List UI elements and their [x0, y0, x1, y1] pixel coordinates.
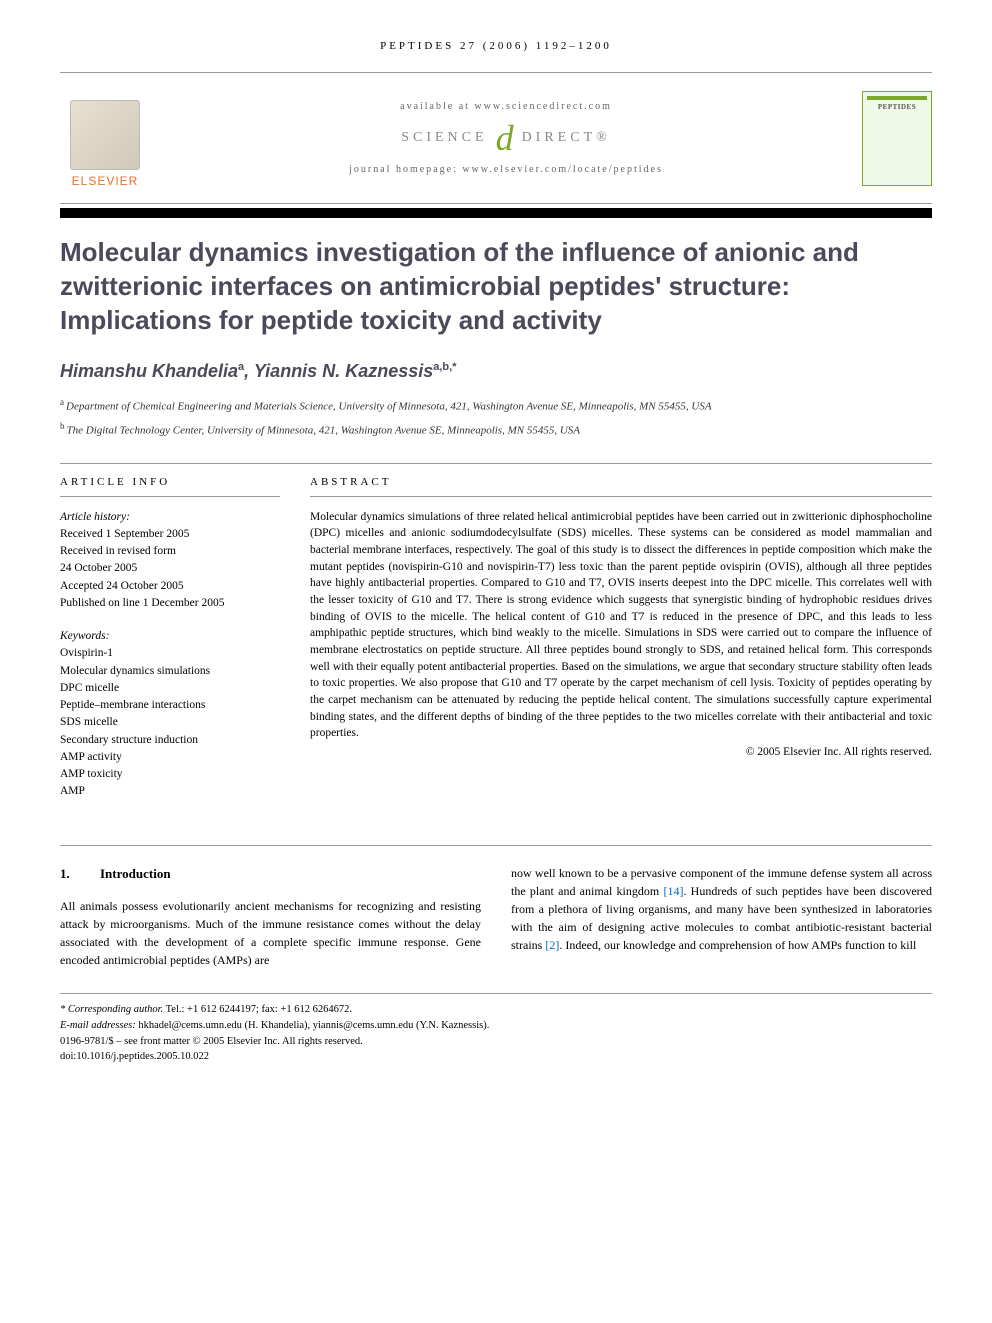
keyword-item: Secondary structure induction [60, 732, 280, 749]
info-abstract-row: ARTICLE INFO Article history: Received 1… [60, 463, 932, 817]
ref-link-2[interactable]: [2] [545, 938, 559, 952]
body-paragraph-2: now well known to be a pervasive compone… [511, 864, 932, 954]
journal-header: ELSEVIER available at www.sciencedirect.… [60, 72, 932, 204]
keywords-label: Keywords: [60, 628, 280, 645]
email-addresses: hkhadel@cems.umn.edu (H. Khandelia), yia… [136, 1020, 490, 1031]
doi-note: doi:10.1016/j.peptides.2005.10.022 [60, 1049, 932, 1065]
body-column-left: 1.Introduction All animals possess evolu… [60, 864, 481, 970]
corr-contact: Tel.: +1 612 6244197; fax: +1 612 626467… [163, 1004, 352, 1015]
email-note: E-mail addresses: hkhadel@cems.umn.edu (… [60, 1018, 932, 1034]
article-history-block: Article history: Received 1 September 20… [60, 509, 280, 613]
article-info-column: ARTICLE INFO Article history: Received 1… [60, 464, 280, 817]
history-label: Article history: [60, 509, 280, 526]
history-revised-2: 24 October 2005 [60, 560, 280, 577]
keyword-item: Ovispirin-1 [60, 645, 280, 662]
author-1: Himanshu Khandelia [60, 361, 238, 381]
available-at-text: available at www.sciencedirect.com [170, 101, 842, 112]
corresponding-author-note: * Corresponding author. Tel.: +1 612 624… [60, 1002, 932, 1018]
elsevier-tree-icon [70, 100, 140, 170]
keyword-item: AMP toxicity [60, 766, 280, 783]
issn-note: 0196-9781/$ – see front matter © 2005 El… [60, 1034, 932, 1050]
affiliation-b: bThe Digital Technology Center, Universi… [60, 420, 932, 439]
homepage-text: journal homepage: www.elsevier.com/locat… [170, 164, 842, 175]
affiliation-a: aDepartment of Chemical Engineering and … [60, 396, 932, 415]
abstract-text: Molecular dynamics simulations of three … [310, 509, 932, 742]
footer-section: * Corresponding author. Tel.: +1 612 624… [60, 993, 932, 1065]
keywords-block: Keywords: Ovispirin-1 Molecular dynamics… [60, 628, 280, 801]
keyword-item: AMP activity [60, 749, 280, 766]
sd-right-text: DIRECT® [522, 130, 611, 146]
author-1-aff: a [238, 361, 244, 373]
sd-at-icon: d [496, 124, 514, 153]
keyword-item: SDS micelle [60, 714, 280, 731]
author-2: Yiannis N. Kaznessis [254, 361, 433, 381]
sciencedirect-logo: SCIENCE d DIRECT® [170, 124, 842, 153]
elsevier-label: ELSEVIER [72, 174, 139, 188]
black-divider-bar [60, 208, 932, 218]
email-label: E-mail addresses: [60, 1020, 136, 1031]
cover-bar-icon [867, 96, 927, 100]
keyword-item: Molecular dynamics simulations [60, 663, 280, 680]
history-published: Published on line 1 December 2005 [60, 595, 280, 612]
abstract-copyright: © 2005 Elsevier Inc. All rights reserved… [310, 746, 932, 758]
article-title: Molecular dynamics investigation of the … [60, 236, 932, 337]
running-head: PEPTIDES 27 (2006) 1192–1200 [60, 40, 932, 52]
body-column-right: now well known to be a pervasive compone… [511, 864, 932, 970]
cover-title: PEPTIDES [878, 103, 916, 111]
section-number: 1. [60, 864, 100, 884]
affiliation-a-text: Department of Chemical Engineering and M… [66, 401, 712, 413]
sd-left-text: SCIENCE [401, 130, 487, 146]
affiliation-b-text: The Digital Technology Center, Universit… [67, 424, 581, 436]
center-banner: available at www.sciencedirect.com SCIEN… [150, 101, 862, 176]
keyword-item: Peptide–membrane interactions [60, 697, 280, 714]
corr-label: * Corresponding author. [60, 1004, 163, 1015]
body-text-c: . Indeed, our knowledge and comprehensio… [559, 938, 916, 952]
author-2-aff: a,b,* [433, 361, 456, 373]
history-accepted: Accepted 24 October 2005 [60, 578, 280, 595]
history-revised-1: Received in revised form [60, 543, 280, 560]
article-info-header: ARTICLE INFO [60, 464, 280, 497]
history-received: Received 1 September 2005 [60, 526, 280, 543]
keyword-item: DPC micelle [60, 680, 280, 697]
section-title: Introduction [100, 866, 171, 881]
authors-line: Himanshu Khandeliaa, Yiannis N. Kaznessi… [60, 361, 932, 382]
section-heading: 1.Introduction [60, 864, 481, 884]
journal-cover: PEPTIDES [862, 91, 932, 186]
elsevier-logo: ELSEVIER [60, 88, 150, 188]
abstract-column: ABSTRACT Molecular dynamics simulations … [310, 464, 932, 817]
body-paragraph-1: All animals possess evolutionarily ancie… [60, 897, 481, 969]
section-divider [60, 845, 932, 846]
keyword-item: AMP [60, 783, 280, 800]
abstract-header: ABSTRACT [310, 464, 932, 497]
body-columns: 1.Introduction All animals possess evolu… [60, 864, 932, 970]
ref-link-14[interactable]: [14] [663, 884, 683, 898]
